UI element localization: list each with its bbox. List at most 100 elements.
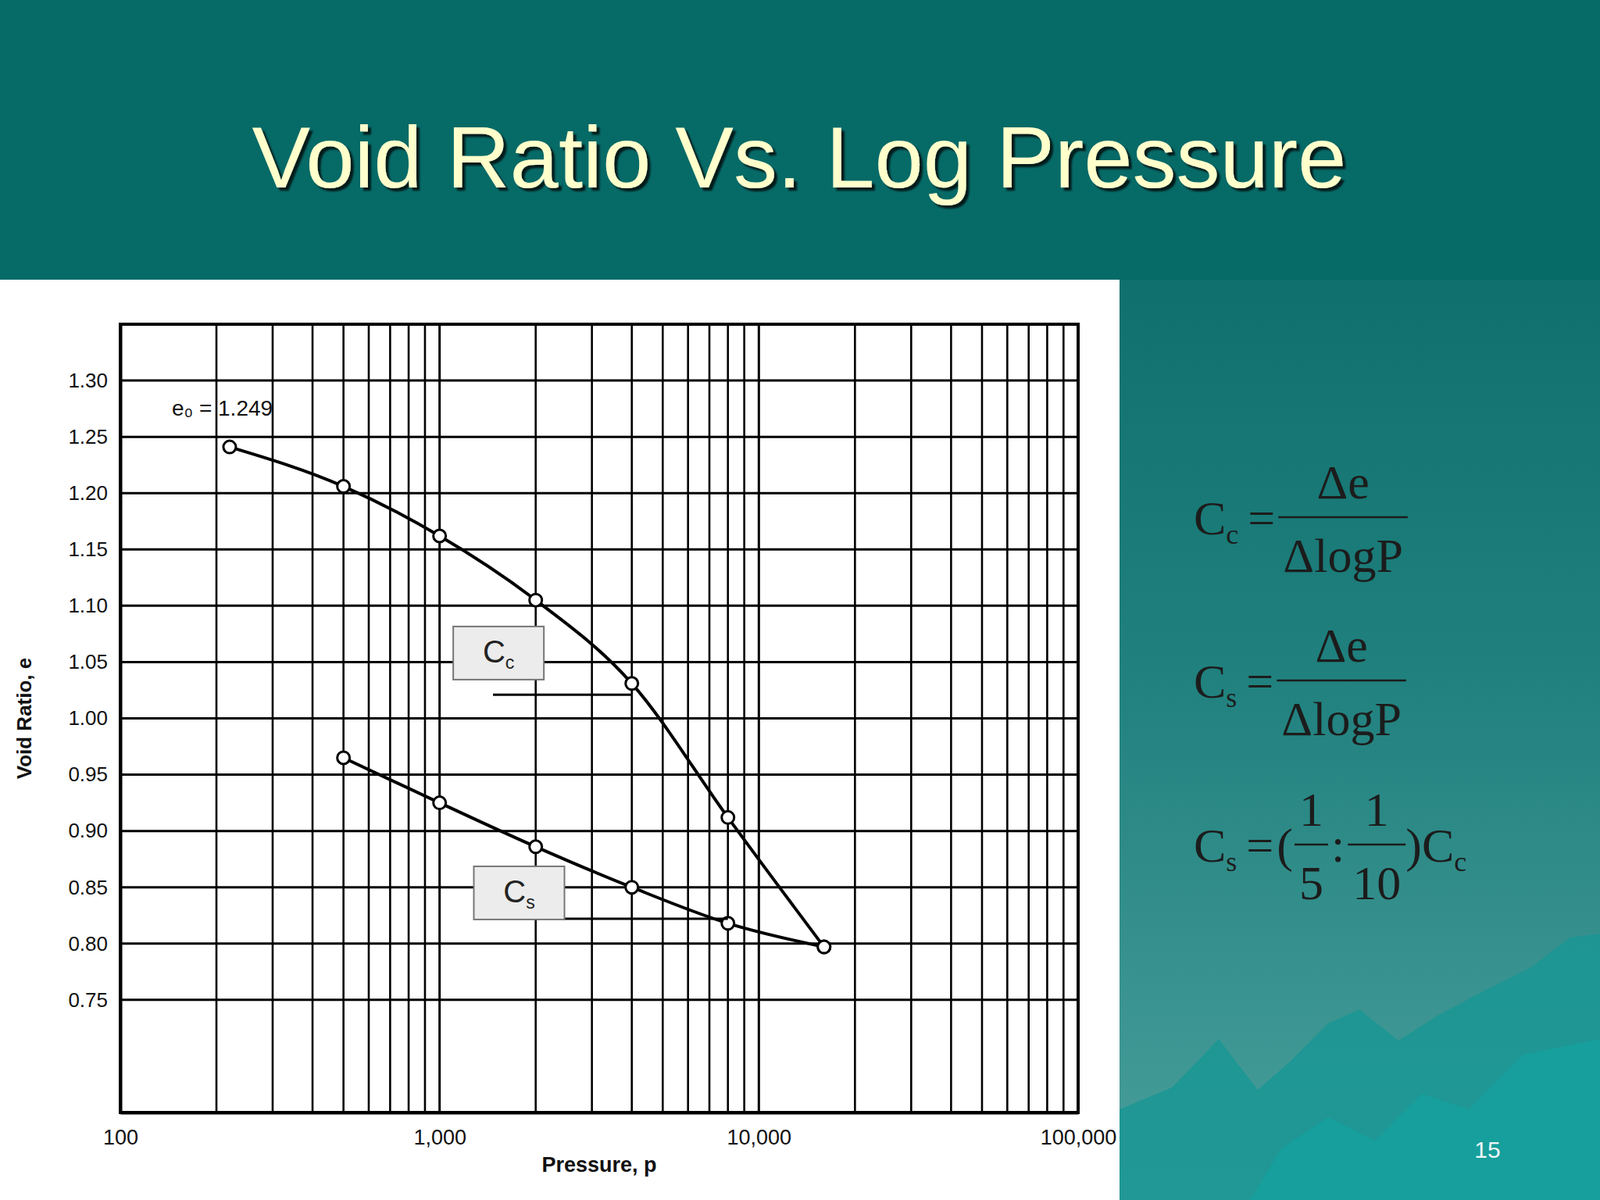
y-tick: 1.00: [67, 706, 121, 730]
fraction-numerator: Δe: [1314, 618, 1368, 672]
y-grid-line: [120, 660, 1079, 664]
fraction-denominator: 5: [1299, 856, 1324, 910]
y-tick: 0.90: [67, 818, 121, 843]
fraction-denominator: 10: [1352, 856, 1401, 910]
fraction-bar: [1347, 843, 1406, 847]
formulas: Cc=ΔeΔlogPCs=ΔeΔlogPCs=(15:110)Cc: [1193, 455, 1467, 910]
leader-line: [564, 917, 729, 921]
formula-text: :: [1331, 818, 1345, 872]
data-point: [625, 677, 639, 690]
x-axis-title: Pressure, p: [541, 1153, 657, 1177]
y-tick: 0.85: [67, 875, 121, 900]
y-tick: 0.95: [67, 762, 121, 786]
y-tick-label: 1.25: [67, 425, 108, 449]
data-point: [721, 810, 735, 824]
y-tick: 1.25: [67, 425, 121, 449]
y-tick-label: 1.15: [67, 537, 108, 561]
y-tick-label: 1.20: [67, 481, 108, 505]
y-tick-label: 1.05: [67, 650, 108, 674]
fraction-bar: [1294, 843, 1329, 847]
x-tick-label: 100,000: [1040, 1125, 1118, 1150]
y-tick: 1.05: [67, 650, 121, 674]
page-number: 15: [1474, 1136, 1500, 1163]
annotation-box-bg: [453, 626, 544, 680]
y-grid-line: [120, 998, 1079, 1001]
grid: [120, 324, 1079, 1113]
y-tick-label: 1.30: [67, 368, 108, 393]
y-axis-line: [119, 325, 123, 1114]
data-point: [433, 529, 447, 543]
y-grid-line: [120, 773, 1079, 776]
y-axis: 0.75 0.80 0.85 0.90 0.95 1.00 1.05 1.10 1.15 1.20…: [67, 325, 121, 1114]
marks: [223, 440, 831, 954]
y-tick: 0.80: [67, 932, 121, 956]
y-tick: 0.75: [67, 988, 121, 1012]
y-tick: 1.20: [67, 481, 121, 505]
x-tick-label: 100: [103, 1125, 139, 1150]
data-point: [529, 593, 543, 607]
data-point: [529, 840, 543, 854]
y-tick-label: 0.95: [67, 762, 108, 786]
formula-text: Cs: [1193, 818, 1237, 878]
data-point: [337, 480, 350, 493]
y-grid-line: [120, 492, 1079, 495]
y-tick-label: 1.10: [67, 593, 108, 618]
y-tick: 1.15: [67, 537, 121, 561]
formula-text: Cc: [1193, 491, 1239, 550]
y-grid-line: [120, 717, 1079, 720]
y-tick: 1.30: [67, 368, 121, 393]
annotation-label: Cs: [503, 874, 535, 913]
chart-panel: [0, 279, 1120, 1200]
x-tick: 100: [103, 1112, 139, 1150]
y-tick-label: 0.75: [67, 988, 108, 1012]
data-point: [817, 940, 831, 954]
fraction-numerator: 1: [1364, 782, 1390, 836]
slide-title: Void Ratio Vs. Log Pressure: [252, 108, 1347, 207]
annotation-label: Cc: [482, 634, 515, 673]
y-grid-line: [120, 379, 1079, 383]
data-point: [223, 440, 236, 454]
formula: Cs= Δe ΔlogP: [1193, 618, 1407, 746]
data-point: [337, 751, 350, 765]
y-grid-line: [120, 548, 1079, 551]
y-grid-line: [120, 435, 1079, 439]
x-axis-line: [121, 1111, 1079, 1115]
leader-line: [492, 693, 633, 697]
x-tick: 1,000: [413, 1112, 467, 1150]
formula-text: (: [1276, 818, 1293, 873]
formula-text: Cc: [1421, 818, 1467, 878]
y-grid-line: [120, 942, 1079, 945]
formula-text: Cs: [1193, 654, 1237, 714]
title-band: [0, 0, 1600, 280]
x-grid-line: [119, 324, 122, 1113]
y-grid-line: [120, 604, 1079, 608]
decoration: [1250, 1039, 1600, 1200]
series-line: [229, 446, 825, 947]
series-line: [343, 757, 825, 947]
y-tick-label: 0.80: [67, 932, 108, 956]
x-tick: 10,000: [727, 1112, 793, 1150]
y-tick-label: 0.85: [67, 875, 108, 900]
slide: Void Ratio Vs. Log Pressure 100 1,000 10,00…: [0, 0, 1600, 1200]
annotations: e₀ = 1.249 Cc Cs: [171, 396, 729, 920]
y-tick-label: 0.90: [67, 818, 108, 843]
background: [0, 0, 1600, 1200]
fraction-bar: [1278, 516, 1408, 519]
data-point: [625, 881, 639, 894]
y-tick: 1.10: [67, 593, 121, 618]
fraction-numerator: 1: [1299, 782, 1324, 836]
annotation-box: Cc: [453, 626, 544, 680]
fraction-denominator: ΔlogP: [1281, 692, 1402, 746]
y-axis-title: Void Ratio, e: [12, 657, 36, 780]
x-tick-label: 10,000: [727, 1125, 793, 1150]
formula: Cs=(15:110)Cc: [1193, 782, 1467, 910]
x-tick: 100,000: [1040, 1112, 1118, 1150]
decoration: [1119, 933, 1600, 1200]
formula-text: =: [1246, 654, 1274, 708]
data-point: [817, 940, 831, 954]
formula: Cc=ΔeΔlogP: [1193, 455, 1408, 583]
formula-text: =: [1247, 491, 1275, 545]
annotation-text: e₀ = 1.249: [171, 396, 273, 421]
x-tick-label: 1,000: [413, 1125, 467, 1150]
formula-text: ): [1405, 818, 1422, 873]
